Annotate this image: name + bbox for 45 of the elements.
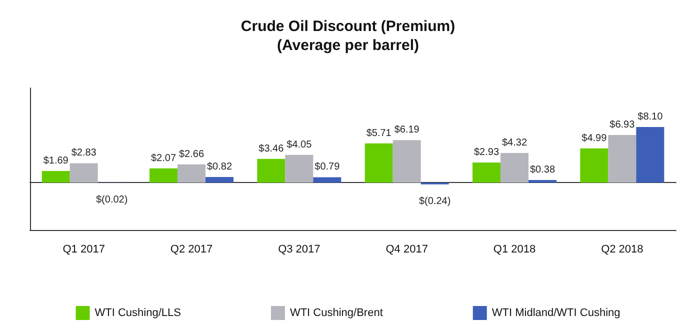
data-label: $2.66: [178, 148, 204, 160]
data-label: $6.19: [394, 124, 420, 136]
data-label: $0.38: [530, 164, 556, 176]
bar: [178, 164, 206, 183]
bar: [392, 140, 421, 183]
data-label: $5.71: [366, 128, 392, 139]
data-label: $3.46: [258, 143, 284, 154]
x-tick-label: Q1 2018: [493, 244, 536, 256]
legend-label: WTI Cushing/Brent: [290, 307, 383, 319]
data-label: $2.07: [150, 152, 176, 164]
bar: [500, 152, 528, 183]
data-label: $4.99: [582, 132, 608, 144]
x-tick-label: Q4 2017: [386, 244, 428, 256]
data-label: $0.82: [206, 162, 232, 173]
bar: [42, 171, 70, 183]
bar: [608, 135, 636, 183]
data-label: $1.69: [43, 156, 69, 167]
data-label: $4.05: [286, 139, 312, 150]
data-label: $(0.24): [418, 196, 451, 207]
legend-label: WTI Midland/WTI Cushing: [492, 307, 620, 319]
bar: [528, 180, 556, 183]
bar: [70, 163, 98, 183]
x-tick-label: Q2 2018: [601, 244, 644, 256]
x-tick-label: Q2 2017: [170, 244, 213, 256]
data-label: $(0.02): [96, 194, 128, 206]
bar: [580, 148, 608, 183]
data-label: $0.79: [314, 162, 340, 173]
data-label: $8.10: [638, 111, 664, 122]
bar: [285, 154, 314, 183]
chart-title: Crude Oil Discount (Premium): [240, 18, 456, 35]
x-tick-label: Q3 2017: [278, 244, 320, 256]
bar: [206, 177, 234, 183]
data-label: $4.32: [502, 137, 528, 148]
data-label: $6.93: [610, 120, 636, 131]
x-tick-label: Q1 2017: [62, 244, 105, 256]
legend-label: WTI Cushing/LLS: [94, 307, 181, 319]
data-label: $2.83: [71, 148, 97, 159]
bar: [257, 158, 286, 183]
bar: [636, 126, 664, 183]
bar: [150, 168, 178, 183]
bar: [472, 162, 500, 183]
data-label: $2.93: [474, 147, 500, 158]
bar: [313, 177, 342, 183]
bar: [364, 143, 393, 183]
chart-subtitle: (Average per barrel): [276, 37, 420, 54]
